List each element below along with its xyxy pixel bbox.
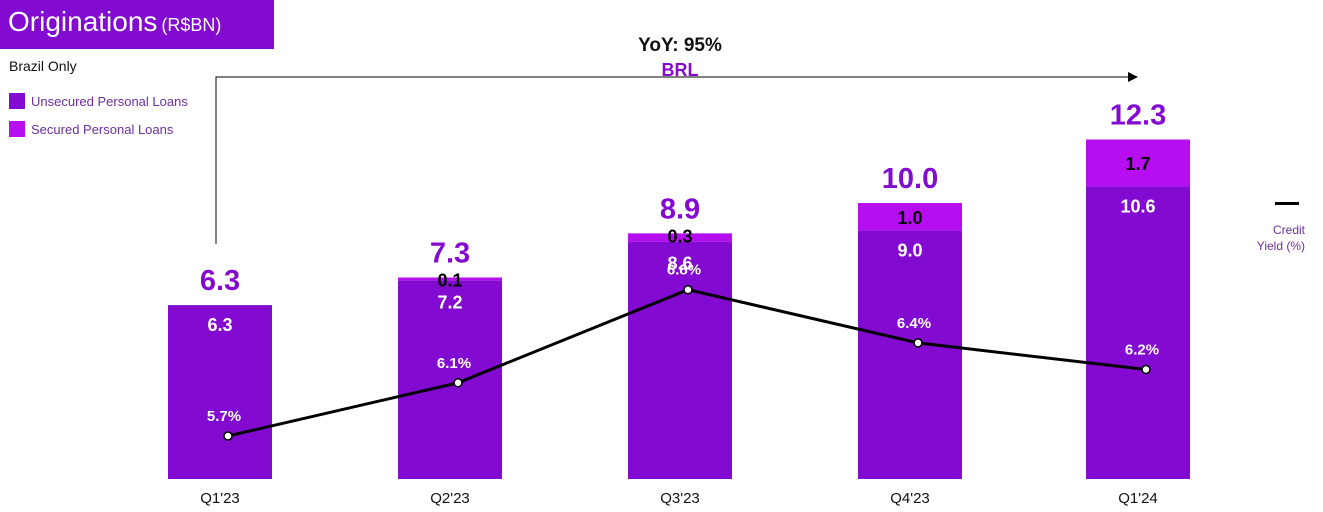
bar-label-unsecured: 10.6: [1120, 196, 1155, 216]
bar-label-unsecured: 9.0: [897, 241, 922, 261]
x-axis-labels: Q1'23 Q2'23 Q3'23 Q4'23 Q1'24: [200, 490, 1158, 507]
chart-subtitle: Brazil Only: [9, 58, 77, 74]
bar-total-label: 8.9: [660, 193, 700, 225]
chart-unit: (R$BN): [161, 15, 222, 35]
legend-label-secured: Secured Personal Loans: [31, 121, 174, 137]
bar-secured: [1086, 139, 1190, 187]
yoy-arrow-head: [1128, 72, 1138, 82]
currency-label: BRL: [662, 60, 699, 80]
legend-label-unsecured: Unsecured Personal Loans: [31, 93, 188, 109]
credit-yield-point: [683, 284, 693, 295]
bar-secured: [398, 277, 502, 281]
bar-unsecured: [858, 230, 962, 479]
bar-total-label: 6.3: [200, 265, 240, 297]
yoy-arrow-line: [215, 76, 1130, 244]
bar-unsecured: [628, 241, 732, 479]
x-tick-label: Q2'23: [430, 490, 470, 507]
x-tick-label: Q3'23: [660, 490, 700, 507]
bar-label-unsecured: 6.3: [207, 315, 232, 335]
legend-swatch-unsecured: [9, 93, 25, 109]
bar-label-secured: 1.0: [897, 208, 922, 228]
credit-yield-label: 6.8%: [667, 262, 701, 279]
legend-item-unsecured: Unsecured Personal Loans: [9, 92, 188, 110]
line-legend: Credit Yield (%): [1235, 192, 1305, 254]
bars: 6.3 6.3 0.17.2 7.3 0.3 8.6 8.9 1.0 9.0 10.0 1.7 10.…: [168, 100, 1190, 479]
bar-label-secured: 0.3: [667, 226, 692, 246]
line-legend-label: Credit Yield (%): [1256, 223, 1305, 253]
x-tick-label: Q1'24: [1118, 490, 1158, 507]
bar-label-unsecured: 7.2: [437, 292, 462, 312]
credit-yield-point: [223, 431, 233, 441]
line-legend-swatch: [1275, 202, 1299, 205]
x-tick-label: Q4'23: [890, 490, 930, 507]
credit-yield-label: 5.7%: [207, 408, 241, 425]
bar-unsecured: [1086, 186, 1190, 479]
bar-secured: [858, 203, 962, 231]
yoy-arrow: [215, 72, 1138, 244]
credit-yield-label: 6.2%: [1125, 342, 1159, 359]
bar-total-label: 10.0: [882, 163, 938, 195]
bar-total-label: 7.3: [430, 238, 470, 270]
bar-unsecured: [168, 305, 272, 479]
x-tick-label: Q1'23: [200, 490, 240, 507]
bar-label-secured: 0.1: [437, 271, 462, 291]
title-box: Originations (R$BN): [0, 0, 274, 49]
bar-total-label: 12.3: [1110, 100, 1166, 132]
chart-title: Originations: [8, 6, 158, 37]
credit-yield-point: [1141, 364, 1151, 375]
bar-secured: [628, 233, 732, 242]
credit-yield-label: 6.1%: [437, 355, 471, 372]
legend: Unsecured Personal Loans Secured Persona…: [9, 92, 188, 148]
credit-yield-point: [913, 338, 923, 348]
credit-yield-line: 5.7% 6.1% 6.8% 6.4% 6.2%: [207, 262, 1159, 441]
bar-label-secured: 1.7: [1125, 154, 1150, 174]
credit-yield-point: [453, 378, 463, 388]
credit-yield-label: 6.4%: [897, 315, 931, 332]
bar-label-unsecured: 8.6: [667, 254, 692, 274]
bar-unsecured: [398, 280, 502, 479]
yoy-label: YoY: 95%: [638, 35, 722, 56]
legend-item-secured: Secured Personal Loans: [9, 120, 188, 138]
legend-swatch-secured: [9, 121, 25, 137]
